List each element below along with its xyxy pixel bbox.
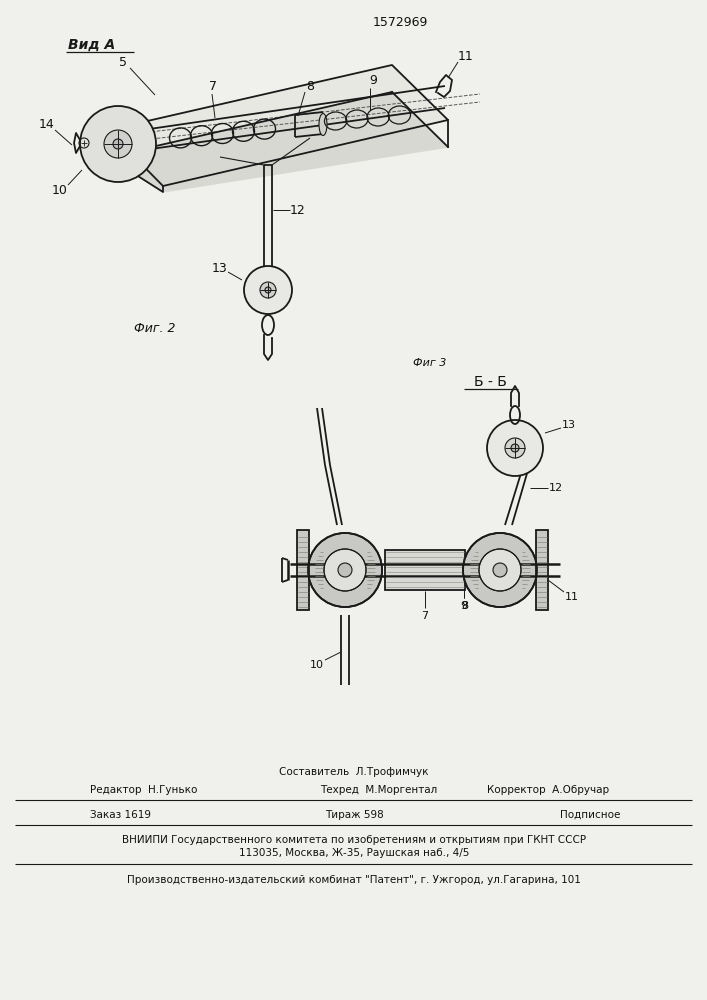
Circle shape [463,533,537,607]
Text: 113035, Москва, Ж-35, Раушская наб., 4/5: 113035, Москва, Ж-35, Раушская наб., 4/5 [239,848,469,858]
Bar [385,550,465,590]
Circle shape [265,287,271,293]
Text: 13: 13 [562,420,576,430]
Circle shape [479,549,521,591]
Text: 10: 10 [310,660,324,670]
Text: 9: 9 [460,601,467,611]
Ellipse shape [319,113,327,135]
Text: Б - Б: Б - Б [474,375,506,389]
Circle shape [260,282,276,298]
Circle shape [113,139,123,149]
Polygon shape [108,92,448,192]
Text: 8: 8 [461,601,468,611]
Circle shape [505,438,525,458]
Text: Техред  М.Моргентал: Техред М.Моргентал [320,785,437,795]
Text: 7: 7 [209,80,217,93]
Text: 12: 12 [290,204,306,217]
Circle shape [338,563,352,577]
Text: Заказ 1619: Заказ 1619 [90,810,151,820]
Circle shape [244,266,292,314]
Text: 11: 11 [458,50,474,64]
Text: Составитель  Л.Трофимчук: Составитель Л.Трофимчук [279,767,428,777]
Circle shape [487,420,543,476]
Text: 5: 5 [119,55,127,68]
Text: Подписное: Подписное [560,810,620,820]
Text: Вид А: Вид А [68,38,115,52]
Text: 12: 12 [549,483,563,493]
Text: 7: 7 [421,611,428,621]
Text: 14: 14 [39,117,55,130]
Text: Редактор  Н.Гунько: Редактор Н.Гунько [90,785,197,795]
Text: 9: 9 [369,74,377,87]
Text: Фиг 3: Фиг 3 [414,358,447,368]
Text: Корректор  А.Обручар: Корректор А.Обручар [487,785,609,795]
Text: Фиг. 2: Фиг. 2 [134,322,176,334]
Text: 10: 10 [52,184,68,198]
Text: Производственно-издательский комбинат "Патент", г. Ужгород, ул.Гагарина, 101: Производственно-издательский комбинат "П… [127,875,581,885]
Text: 1572969: 1572969 [373,15,428,28]
Circle shape [511,444,519,452]
Text: Тираж 598: Тираж 598 [325,810,383,820]
Circle shape [324,549,366,591]
Circle shape [308,533,382,607]
Text: 8: 8 [306,80,314,93]
Text: ВНИИПИ Государственного комитета по изобретениям и открытиям при ГКНТ СССР: ВНИИПИ Государственного комитета по изоб… [122,835,586,845]
Polygon shape [108,65,448,186]
Circle shape [104,130,132,158]
Bar [536,530,548,610]
Circle shape [80,106,156,182]
Text: 11: 11 [565,592,579,602]
Circle shape [493,563,507,577]
Text: 13: 13 [212,261,228,274]
Bar [297,530,309,610]
